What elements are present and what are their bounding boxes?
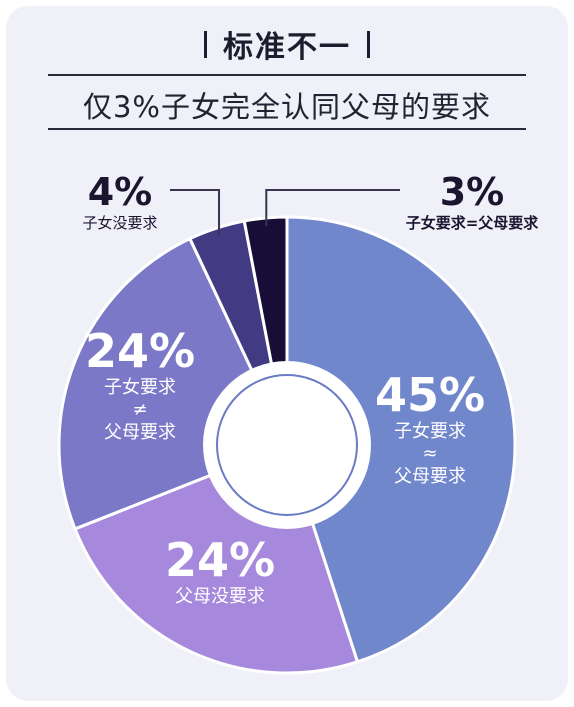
slice-label-24-child: 24% 子女要求 ≠ 父母要求	[70, 326, 210, 444]
chart-heading: 标准不一	[0, 24, 574, 65]
donut-hole	[203, 361, 371, 529]
slice-text-24-parent: 父母没要求	[175, 585, 265, 607]
slice-percent-4: 4%	[87, 170, 153, 214]
slice-label-45: 45% 子女要求 ≈ 父母要求	[360, 370, 500, 488]
slice-text-45b: ≈	[422, 443, 438, 465]
slice-percent-3: 3%	[439, 170, 505, 214]
slice-label-24-parent: 24% 父母没要求	[145, 535, 295, 608]
slice-label-4: 4% 子女没要求	[55, 170, 185, 233]
slice-label-3: 3% 子女要求=父母要求	[372, 170, 572, 233]
pie-slice-0	[285, 215, 517, 664]
slice-text-3: 子女要求=父母要求	[405, 213, 539, 232]
slice-percent-24-child: 24%	[84, 324, 196, 378]
chart-title: 标准不一	[223, 30, 351, 65]
slice-text-24b: ≠	[132, 399, 148, 421]
leader-line-3	[265, 189, 400, 226]
slice-text-45c: 父母要求	[394, 465, 466, 487]
donut-inner-ring	[216, 374, 358, 516]
leader-line-4	[170, 189, 221, 236]
title-rule-bottom	[48, 128, 526, 130]
slice-text-45a: 子女要求	[394, 420, 466, 442]
title-bar-left	[204, 30, 207, 58]
slice-text-24c: 父母要求	[104, 421, 176, 443]
slice-text-4: 子女没要求	[82, 213, 158, 232]
chart-subtitle: 仅3%子女完全认同父母的要求	[82, 90, 491, 124]
slice-text-24a: 子女要求	[104, 376, 176, 398]
title-rule-top	[48, 74, 526, 76]
title-bar-right	[367, 30, 370, 58]
slice-percent-45: 45%	[374, 368, 486, 422]
slice-percent-24-parent: 24%	[164, 533, 276, 587]
